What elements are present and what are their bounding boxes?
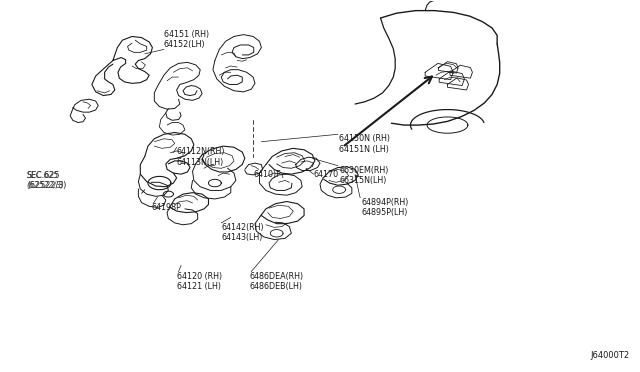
Text: 64120 (RH)
64121 (LH): 64120 (RH) 64121 (LH) [177, 272, 221, 291]
Text: 64894P(RH)
64895P(LH): 64894P(RH) 64895P(LH) [362, 198, 409, 217]
Text: SEC.625
(62522/3): SEC.625 (62522/3) [27, 171, 65, 190]
Text: 64198P: 64198P [151, 203, 181, 212]
Text: 6410)F: 6410)F [253, 170, 281, 179]
Text: 64170: 64170 [314, 170, 339, 179]
Text: 6630EM(RH)
66315N(LH): 6630EM(RH) 66315N(LH) [339, 166, 388, 185]
Text: 64151 (RH)
64152(LH): 64151 (RH) 64152(LH) [164, 30, 209, 49]
Text: 64112N(RH)
64113N(LH): 64112N(RH) 64113N(LH) [177, 147, 225, 167]
Text: 64150N (RH)
64151N (LH): 64150N (RH) 64151N (LH) [339, 134, 390, 154]
Text: J64000T2: J64000T2 [590, 350, 629, 359]
Text: 6486DEA(RH)
6486DEB(LH): 6486DEA(RH) 6486DEB(LH) [250, 272, 304, 291]
Text: SEC.625
(62522/3): SEC.625 (62522/3) [27, 171, 67, 190]
Text: 64142(RH)
64143(LH): 64142(RH) 64143(LH) [221, 223, 264, 242]
